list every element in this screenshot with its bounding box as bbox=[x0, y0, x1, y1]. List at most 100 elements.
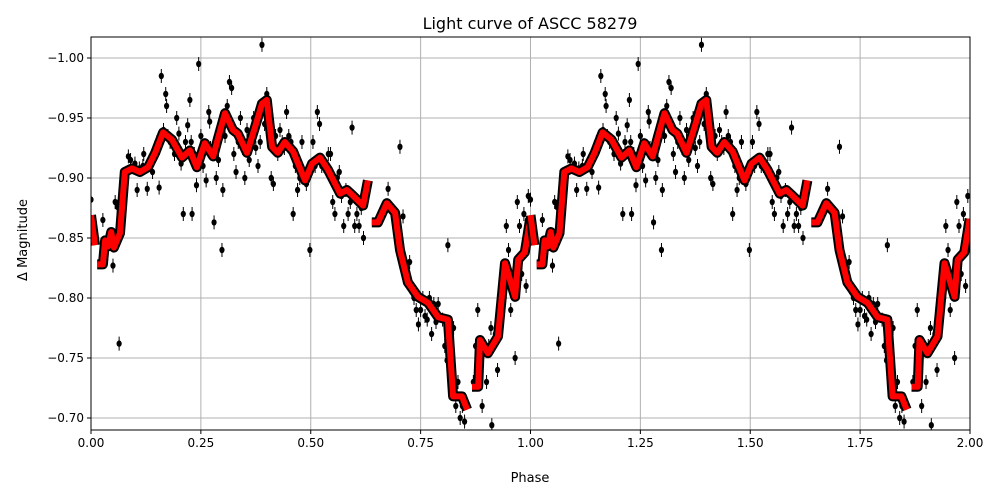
data-point bbox=[868, 330, 874, 338]
y-axis: −1.00 −0.95 −0.90 −0.85 −0.80 −0.75 −0.70 bbox=[47, 51, 91, 425]
data-point bbox=[231, 150, 237, 158]
data-point bbox=[523, 282, 529, 290]
model-line bbox=[811, 200, 910, 411]
data-point bbox=[211, 219, 217, 226]
y-tick-label: −0.80 bbox=[47, 291, 84, 305]
data-point bbox=[793, 210, 799, 218]
data-point bbox=[514, 198, 520, 206]
data-point bbox=[857, 306, 863, 314]
model-line bbox=[97, 97, 371, 268]
data-point bbox=[182, 138, 189, 146]
data-point bbox=[692, 144, 698, 152]
data-point bbox=[461, 418, 468, 425]
data-point bbox=[163, 90, 169, 98]
x-axis-label: Phase bbox=[511, 471, 550, 486]
data-point bbox=[213, 174, 219, 182]
data-point bbox=[613, 114, 619, 122]
data-point bbox=[163, 102, 170, 110]
data-point bbox=[668, 84, 674, 92]
data-point bbox=[521, 210, 527, 218]
data-point bbox=[187, 96, 193, 104]
y-tick-label: −0.95 bbox=[47, 111, 84, 125]
data-point bbox=[952, 354, 958, 362]
data-point bbox=[539, 216, 545, 224]
data-point bbox=[776, 168, 782, 176]
data-point bbox=[746, 246, 752, 254]
data-point bbox=[556, 340, 562, 347]
data-point bbox=[134, 186, 140, 194]
data-point bbox=[435, 300, 441, 308]
data-point bbox=[901, 418, 907, 425]
data-point bbox=[141, 150, 147, 158]
data-point bbox=[185, 122, 191, 129]
data-point bbox=[666, 78, 672, 86]
data-point bbox=[769, 198, 775, 206]
data-point bbox=[635, 60, 641, 68]
data-point bbox=[219, 246, 225, 254]
data-point bbox=[253, 144, 259, 152]
data-point bbox=[686, 156, 692, 164]
data-point bbox=[754, 108, 760, 116]
data-point bbox=[552, 198, 558, 206]
data-point bbox=[489, 422, 495, 429]
data-point bbox=[943, 222, 949, 230]
data-point bbox=[290, 210, 296, 218]
data-point bbox=[650, 219, 657, 226]
y-tick-label: −0.85 bbox=[47, 231, 84, 245]
data-point bbox=[919, 402, 925, 410]
data-point bbox=[716, 126, 723, 134]
data-point bbox=[672, 168, 679, 176]
data-point bbox=[622, 138, 628, 146]
data-point bbox=[356, 222, 362, 230]
data-point bbox=[445, 242, 451, 249]
data-point bbox=[244, 126, 250, 134]
data-point bbox=[188, 138, 194, 146]
data-point bbox=[360, 234, 367, 242]
data-point bbox=[598, 72, 604, 80]
data-point bbox=[429, 330, 435, 338]
data-point bbox=[310, 138, 316, 146]
data-point bbox=[791, 222, 797, 230]
data-point bbox=[268, 174, 274, 182]
data-point bbox=[100, 216, 106, 224]
data-point bbox=[174, 114, 180, 122]
data-point bbox=[892, 402, 898, 410]
data-point bbox=[645, 108, 651, 116]
data-point bbox=[914, 306, 920, 314]
data-point bbox=[628, 138, 634, 146]
data-point bbox=[242, 174, 248, 182]
data-point bbox=[156, 184, 162, 191]
data-point bbox=[479, 402, 485, 410]
data-point bbox=[196, 60, 202, 68]
data-point bbox=[749, 138, 756, 146]
data-point bbox=[316, 120, 323, 128]
data-point bbox=[206, 108, 212, 116]
data-point bbox=[527, 196, 534, 203]
data-point bbox=[207, 118, 213, 125]
data-point bbox=[659, 186, 665, 194]
data-point bbox=[698, 41, 705, 48]
data-point bbox=[233, 168, 239, 176]
data-point bbox=[637, 132, 643, 140]
data-point bbox=[756, 120, 762, 128]
data-point bbox=[780, 222, 786, 230]
data-point bbox=[615, 130, 622, 137]
data-point bbox=[785, 210, 791, 218]
x-tick-label: 1.25 bbox=[627, 436, 654, 450]
data-point bbox=[516, 222, 523, 230]
data-point bbox=[855, 321, 861, 328]
data-point bbox=[584, 185, 590, 192]
data-point bbox=[624, 122, 630, 129]
data-point bbox=[956, 222, 962, 230]
data-point bbox=[734, 186, 740, 194]
chart-title: Light curve of ASCC 58279 bbox=[423, 14, 638, 33]
data-point bbox=[512, 354, 518, 362]
data-point bbox=[694, 162, 701, 170]
data-point bbox=[246, 156, 252, 164]
data-point bbox=[330, 198, 336, 206]
data-point bbox=[336, 168, 342, 176]
data-point bbox=[494, 366, 501, 374]
data-point bbox=[580, 150, 586, 158]
data-point bbox=[574, 186, 580, 194]
data-point bbox=[646, 118, 652, 125]
